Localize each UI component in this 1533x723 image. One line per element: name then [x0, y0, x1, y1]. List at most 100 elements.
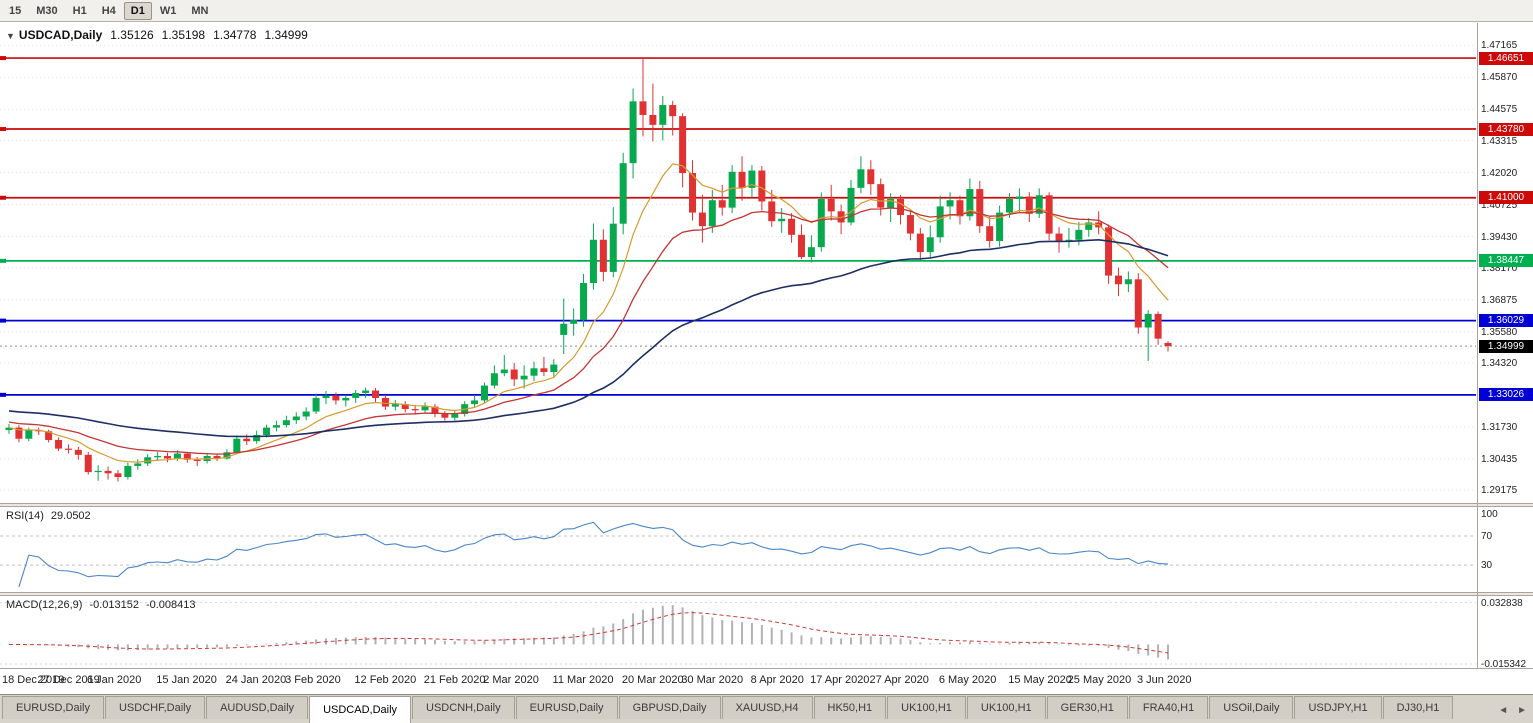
macd-canvas — [0, 602, 1476, 665]
chart-tab-bar: EURUSD,Daily USDCHF,Daily AUDUSD,Daily USDC… — [0, 694, 1533, 723]
candles-layer — [5, 57, 1172, 482]
chart-tabs: EURUSD,Daily USDCHF,Daily AUDUSD,Daily USDC… — [2, 696, 1487, 723]
axis-tick-label: 30 — [1481, 560, 1493, 572]
date-axis-label: 15 May 2020 — [1008, 674, 1072, 686]
timeframe-button-d1[interactable]: D1 — [123, 1, 152, 20]
chart-tab-uk100-h1[interactable]: UK100,H1 — [887, 696, 966, 719]
grid-layer — [0, 44, 1476, 491]
chart-open-value: 1.35126 — [110, 28, 154, 42]
chart-tab-usdjpy-h1[interactable]: USDJPY,H1 — [1294, 696, 1382, 719]
date-axis-label: 21 Feb 2020 — [423, 674, 486, 686]
chart-tab-eurusd-daily[interactable]: EURUSD,Daily — [515, 696, 618, 719]
current-price-badge: 1.34999 — [1479, 339, 1533, 353]
chart-tab-usdcnh-daily[interactable]: USDCNH,Daily — [412, 696, 515, 719]
axis-tick-label: 1.29175 — [1481, 485, 1518, 497]
axis-tick-label: 1.43315 — [1481, 135, 1518, 147]
axis-tick-label: 1.40725 — [1481, 199, 1518, 211]
axis-tick-label: 1.30435 — [1481, 453, 1518, 465]
price-level-badge: 1.33026 — [1479, 388, 1533, 402]
axis-tick-label: 100 — [1481, 509, 1498, 521]
rsi-pane[interactable] — [0, 507, 1476, 592]
chart-tab-gbpusd-daily[interactable]: GBPUSD,Daily — [618, 696, 721, 719]
ma-slow-line — [8, 238, 1169, 438]
chart-tab-ger30-h1[interactable]: GER30,H1 — [1046, 696, 1128, 719]
date-axis-label: 27 Apr 2020 — [869, 674, 929, 686]
chart-tab-usoil-daily[interactable]: USOil,Daily — [1209, 696, 1294, 719]
axis-tick-label: 1.44575 — [1481, 104, 1518, 116]
date-axis-label: 6 May 2020 — [938, 674, 997, 686]
timeframe-button-w1[interactable]: W1 — [159, 4, 177, 17]
macd-pane[interactable] — [0, 596, 1476, 668]
price-level-badge: 1.38447 — [1479, 254, 1533, 268]
axis-tick-label: 0.032838 — [1481, 597, 1523, 609]
chart-title: ▼ USDCAD,Daily 1.35126 1.35198 1.34778 1.3499… — [6, 28, 316, 42]
pane-splitter[interactable] — [0, 592, 1533, 596]
macd-indicator-label: MACD(12,26,9) -0.013152 -0.008413 — [6, 599, 203, 611]
timeframe-button-mn[interactable]: MN — [191, 4, 209, 17]
macd-name: MACD(12,26,9) — [6, 599, 83, 611]
timeframe-button-h4[interactable]: H4 — [101, 4, 116, 17]
date-axis-label: 2 Mar 2020 — [483, 674, 539, 686]
chart-tab-hk50-h1[interactable]: HK50,H1 — [813, 696, 887, 719]
chart-symbol-label: USDCAD,Daily — [18, 28, 103, 42]
pane-splitter[interactable] — [0, 503, 1533, 507]
chart-tab-eurusd-daily[interactable]: EURUSD,Daily — [2, 696, 104, 719]
rsi-name: RSI(14) — [6, 510, 44, 522]
date-axis-label: 27 Dec 2019 — [37, 674, 100, 686]
ma-fast-line — [8, 163, 1169, 463]
price-level-badge: 1.41000 — [1479, 191, 1533, 205]
axis-tick-label: 1.34320 — [1481, 357, 1518, 369]
timeframe-button-h1[interactable]: H1 — [72, 4, 87, 17]
axis-tick-label: 1.31730 — [1481, 421, 1518, 433]
rsi-line — [18, 521, 1169, 588]
axis-tick-label: 70 — [1481, 531, 1493, 543]
timeframe-button-15[interactable]: 15 — [9, 4, 22, 17]
axis-tick-label: 1.47165 — [1481, 40, 1518, 52]
date-axis-label: 12 Feb 2020 — [354, 674, 417, 686]
date-axis-label: 17 Apr 2020 — [810, 674, 870, 686]
tab-scroll-arrows: ◄ ► — [1498, 705, 1527, 716]
timeframe-button-m30[interactable]: M30 — [36, 4, 58, 17]
date-axis-label: 25 May 2020 — [1067, 674, 1132, 686]
price-level-badge: 1.43780 — [1479, 122, 1533, 136]
level-lines-layer[interactable] — [0, 56, 1476, 397]
price-level-badge: 1.36029 — [1479, 314, 1533, 328]
axis-tick-label: 1.38170 — [1481, 262, 1518, 274]
macd-main-value: -0.013152 — [89, 599, 139, 611]
chart-tab-audusd-daily[interactable]: AUDUSD,Daily — [206, 696, 309, 719]
date-axis-label: 6 Jan 2020 — [86, 674, 142, 686]
chart-tab-xauusd-h4[interactable]: XAUUSD,H4 — [721, 696, 813, 719]
tab-scroll-left-icon[interactable]: ◄ — [1498, 705, 1509, 716]
timeframe-toolbar: 15 M30 H1 H4 D1 W1 MN — [0, 0, 1533, 22]
chart-high-value: 1.35198 — [161, 28, 206, 42]
chart-tab-usdchf-daily[interactable]: USDCHF,Daily — [104, 696, 206, 719]
price-level-badge: 1.46651 — [1479, 51, 1533, 65]
rsi-indicator-label: RSI(14) 29.0502 — [6, 510, 98, 522]
date-axis-label: 11 Mar 2020 — [552, 674, 614, 686]
macd-signal-line — [8, 612, 1169, 654]
axis-tick-label: 1.35580 — [1481, 326, 1518, 338]
chart-close-value: 1.34999 — [264, 28, 308, 42]
axis-tick-label: 1.39430 — [1481, 231, 1518, 243]
chart-tab-dj30-h1[interactable]: DJ30,H1 — [1382, 696, 1454, 719]
axis-tick-label: 1.45870 — [1481, 72, 1518, 84]
price-chart-canvas — [0, 44, 1476, 491]
ma-mid-line — [8, 207, 1169, 455]
date-axis-label: 8 Apr 2020 — [750, 674, 804, 686]
axis-tick-label: 1.36875 — [1481, 294, 1518, 306]
rsi-canvas — [0, 521, 1476, 588]
time-axis: 18 Dec 2019 27 Dec 2019 6 Jan 2020 15 Jan 2… — [0, 668, 1533, 694]
date-axis-label: 20 Mar 2020 — [621, 674, 684, 686]
date-axis-label: 3 Jun 2020 — [1137, 674, 1192, 686]
tab-scroll-right-icon[interactable]: ► — [1517, 705, 1527, 716]
date-axis-label: 18 Dec 2019 — [2, 674, 65, 686]
axis-tick-label: -0.015342 — [1481, 658, 1527, 670]
collapse-chart-icon[interactable]: ▼ — [6, 31, 15, 41]
chart-low-value: 1.34778 — [213, 28, 257, 42]
main-chart-pane[interactable] — [0, 23, 1476, 503]
chart-tab-uk100-h1[interactable]: UK100,H1 — [966, 696, 1046, 719]
chart-tab-usdcad-daily[interactable]: USDCAD,Daily — [309, 696, 412, 723]
chart-tab-fra40-h1[interactable]: FRA40,H1 — [1128, 696, 1209, 719]
date-axis-label: 30 Mar 2020 — [681, 674, 744, 686]
date-axis-label: 24 Jan 2020 — [225, 674, 287, 686]
